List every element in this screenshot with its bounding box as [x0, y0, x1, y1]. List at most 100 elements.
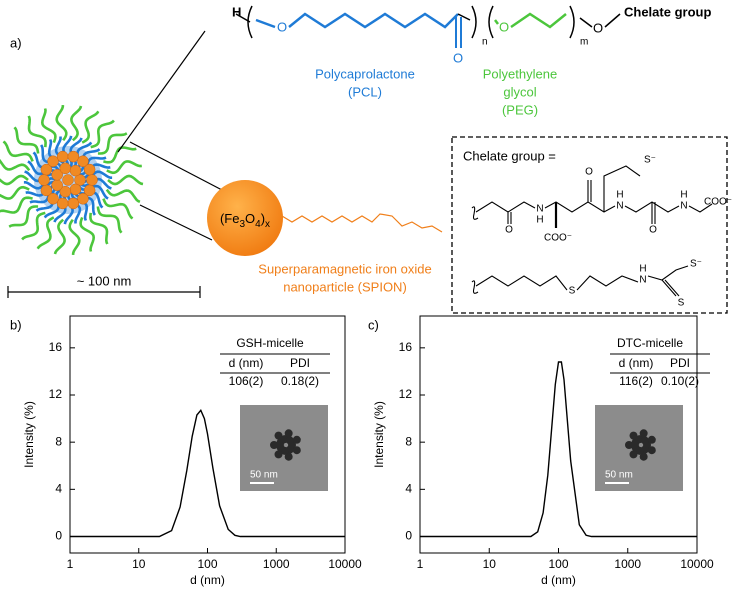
tem-particle	[640, 436, 649, 445]
table-header: PDI	[670, 356, 690, 370]
peg-arm	[40, 108, 57, 144]
peg-arm	[0, 196, 33, 214]
x-tick-label: 1	[417, 557, 424, 571]
peg-label: glycol	[503, 84, 536, 99]
atom-label: H	[232, 4, 241, 19]
tem-particle	[284, 429, 293, 438]
pcl-arm	[76, 182, 109, 200]
peg-arm	[0, 174, 29, 186]
x-tick-label: 10	[132, 557, 146, 571]
peg-arm	[96, 206, 123, 234]
chelate-title: Chelate group =	[463, 148, 556, 163]
peg-arm	[0, 185, 30, 200]
formula-part: O	[245, 211, 255, 226]
peg-arm	[53, 218, 66, 255]
pcl-label: Polycaprolactone	[315, 66, 415, 81]
tem-particle	[270, 441, 278, 449]
y-tick-label: 4	[55, 482, 62, 496]
atom-label: O	[277, 19, 287, 34]
panel-label: b)	[10, 317, 22, 332]
polymer-chain	[235, 5, 621, 48]
y-axis-title: Intensity (%)	[372, 401, 386, 468]
nanoparticle	[83, 163, 96, 176]
size-distribution	[420, 361, 697, 538]
gsh-structure	[471, 165, 713, 228]
peg-arm	[2, 140, 34, 162]
nanoparticle	[83, 184, 96, 197]
table-cell: 0.10(2)	[661, 374, 699, 388]
atom-label: S⁻	[690, 259, 702, 270]
tem-particle	[274, 450, 283, 459]
tem-particle	[285, 436, 294, 445]
formula-part: (Fe	[220, 211, 240, 226]
nanoparticle	[77, 155, 89, 167]
nanoparticle	[86, 174, 98, 186]
x-tick-label: 1000	[263, 557, 290, 571]
tem-scale-label: 50 nm	[605, 470, 633, 481]
tem-particle	[629, 431, 638, 440]
formula-sub: 4	[255, 219, 261, 230]
nanoparticle	[62, 174, 74, 186]
spion-label: nanoparticle (SPION)	[283, 279, 407, 294]
connector-lines	[117, 30, 223, 241]
tem-particle	[639, 452, 648, 461]
tem-particle	[629, 450, 638, 459]
x-tick-label: 10000	[680, 557, 714, 571]
y-tick-label: 8	[55, 434, 62, 448]
x-axis-title: d (nm)	[190, 573, 225, 587]
y-tick-label: 8	[405, 434, 412, 448]
spion-formula: (Fe3O4)x	[220, 211, 270, 229]
nanoparticle	[38, 174, 50, 186]
nanoparticle	[56, 197, 69, 210]
peg-arm	[8, 205, 39, 228]
inset-title: DTC-micelle	[617, 336, 683, 350]
peg-arm	[103, 146, 137, 164]
peg-arm	[0, 158, 31, 172]
atom-label: S	[678, 298, 685, 309]
table-header: PDI	[290, 356, 310, 370]
peg-arm	[36, 216, 55, 250]
nanoparticle	[77, 193, 89, 205]
atom-label: COO⁻	[704, 197, 732, 208]
atom-label: O	[593, 20, 603, 35]
tem-particle	[292, 435, 301, 444]
nanoparticle	[47, 155, 59, 167]
peg-arm	[27, 115, 47, 148]
peg-arm	[68, 218, 81, 255]
inset-title: GSH-micelle	[236, 336, 304, 350]
peg-arm	[89, 212, 109, 245]
panel-label: c)	[368, 317, 379, 332]
nanoparticle	[51, 179, 63, 191]
nanoparticle	[74, 174, 86, 186]
end-group: Chelate group	[624, 4, 711, 19]
x-tick-label: 10000	[328, 557, 362, 571]
table-header: d (nm)	[229, 356, 264, 370]
peg-arm	[79, 216, 96, 252]
nanoparticle	[51, 169, 63, 181]
table-cell: 0.18(2)	[281, 374, 319, 388]
peg-arm	[55, 105, 68, 142]
nanoparticle	[69, 164, 82, 177]
tem-scale-label: 50 nm	[250, 470, 278, 481]
peg-arm	[105, 188, 141, 204]
spion-core	[207, 180, 283, 256]
peg-arm	[81, 110, 100, 144]
peg-arm	[21, 211, 46, 241]
atom-label: S⁻	[644, 155, 656, 166]
tem-particle	[292, 446, 301, 455]
atom-label: H	[536, 215, 543, 226]
table-header: d (nm)	[619, 356, 654, 370]
peg-arm	[97, 132, 128, 155]
atom-label: S	[569, 286, 576, 297]
x-tick-label: 10	[483, 557, 497, 571]
x-tick-label: 100	[548, 557, 568, 571]
y-axis-title: Intensity (%)	[22, 401, 36, 468]
y-tick-label: 16	[399, 340, 413, 354]
atom-label: O	[649, 225, 657, 236]
nanoparticle	[56, 150, 69, 163]
peg-arm	[102, 198, 134, 220]
peg-label: (PEG)	[502, 102, 538, 117]
chart: b) 0 4 8 12 16 1 10 100 1000 10000 d (nm) Intensity …	[10, 315, 362, 587]
